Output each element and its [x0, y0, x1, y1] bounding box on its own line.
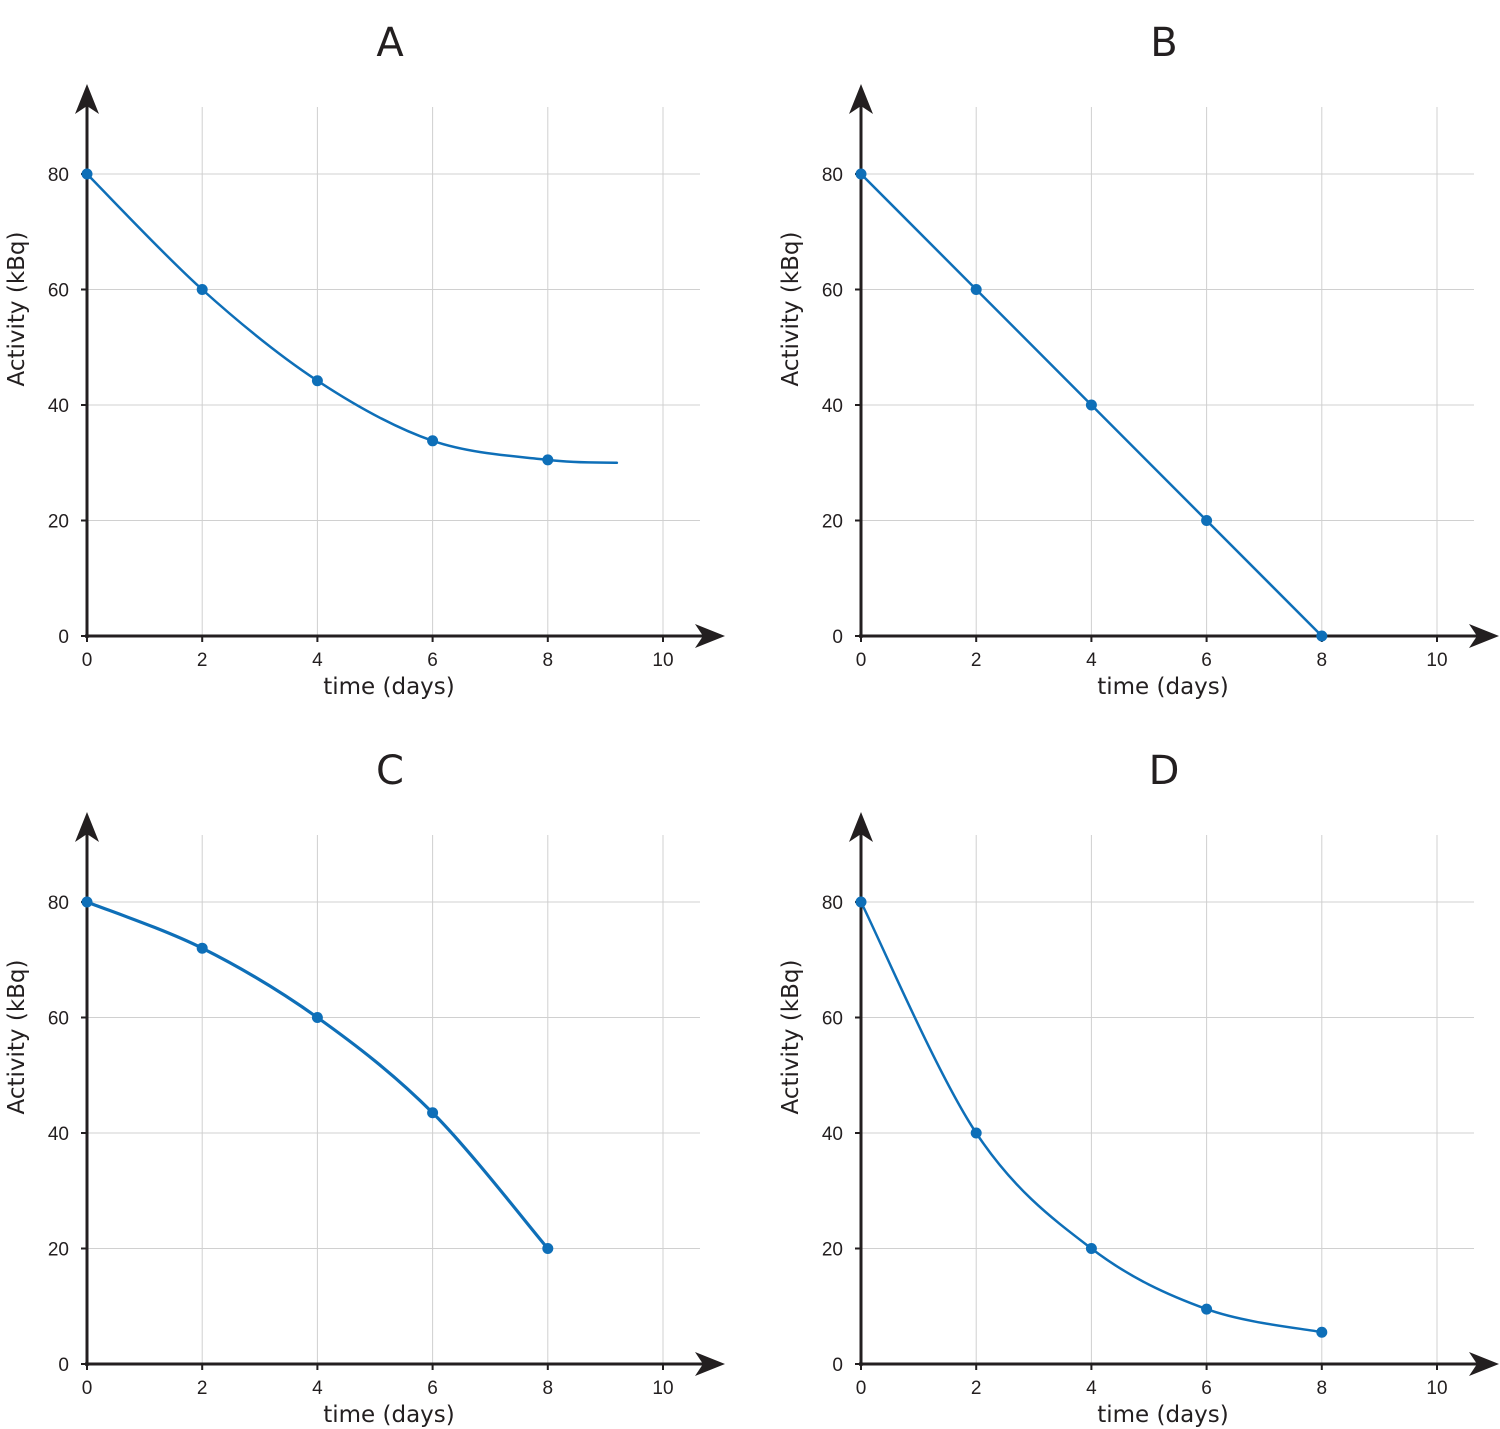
- data-line: [85, 900, 550, 1251]
- data-line: [859, 900, 1324, 1334]
- y-axis-label: Activity (kBq): [4, 960, 30, 1115]
- y-axis-arrow-icon: [849, 812, 873, 842]
- data-point: [542, 1243, 554, 1254]
- panel-title: D: [1149, 748, 1180, 794]
- x-tick-label: 10: [652, 1378, 673, 1399]
- x-tick-label: 2: [971, 650, 982, 671]
- y-tick-label: 0: [58, 627, 69, 648]
- y-tick-label: 80: [48, 165, 69, 186]
- x-tick-label: 6: [427, 1378, 438, 1399]
- x-tick-label: 0: [856, 1378, 867, 1399]
- x-axis-arrow-icon: [695, 1352, 725, 1376]
- x-tick-label: 0: [856, 650, 867, 671]
- y-tick-label: 0: [58, 1355, 69, 1376]
- grid-lines: [87, 835, 700, 1364]
- y-tick-label: 80: [822, 893, 843, 914]
- y-tick-label: 20: [822, 1240, 843, 1261]
- y-axis-label: Activity (kBq): [778, 232, 804, 387]
- data-point: [1316, 1326, 1328, 1338]
- x-tick-label: 6: [1201, 650, 1212, 671]
- data-point: [1085, 399, 1097, 411]
- data-point: [855, 168, 867, 180]
- data-point: [1085, 1243, 1097, 1254]
- y-tick-label: 60: [48, 1009, 69, 1030]
- x-tick-label: 6: [427, 650, 438, 671]
- y-tick-label: 40: [822, 1124, 843, 1145]
- panel-title: A: [376, 20, 404, 66]
- y-tick-label: 20: [48, 1240, 69, 1261]
- x-axis-label: time (days): [1097, 674, 1229, 700]
- x-tick-label: 10: [1426, 1378, 1447, 1399]
- x-tick-label: 10: [1426, 650, 1447, 671]
- data-point: [970, 1127, 982, 1139]
- x-tick-label: 8: [543, 650, 554, 671]
- x-tick-label: 2: [197, 650, 208, 671]
- x-axis-arrow-icon: [695, 624, 725, 648]
- y-tick-label: 20: [822, 512, 843, 533]
- panel-title: B: [1150, 20, 1177, 66]
- y-axis-arrow-icon: [849, 84, 873, 114]
- x-tick-label: 8: [1317, 1378, 1328, 1399]
- y-tick-label: 80: [822, 165, 843, 186]
- x-tick-label: 2: [971, 1378, 982, 1399]
- x-tick-label: 10: [652, 650, 673, 671]
- grid-lines: [861, 107, 1474, 636]
- y-tick-label: 80: [48, 893, 69, 914]
- data-point: [311, 375, 323, 387]
- x-tick-label: 8: [543, 1378, 554, 1399]
- panel-title: C: [376, 748, 404, 794]
- x-tick-label: 2: [197, 1378, 208, 1399]
- x-tick-label: 4: [312, 1378, 323, 1399]
- y-axis-arrow-icon: [75, 84, 99, 114]
- x-tick-label: 8: [1317, 650, 1328, 671]
- y-tick-label: 0: [832, 1355, 843, 1376]
- y-tick-label: 40: [48, 396, 69, 417]
- data-point: [311, 1012, 323, 1023]
- x-axis-label: time (days): [323, 674, 455, 700]
- y-tick-label: 60: [822, 281, 843, 302]
- data-point: [1316, 630, 1328, 642]
- y-tick-label: 40: [822, 396, 843, 417]
- y-tick-label: 0: [832, 627, 843, 648]
- x-axis-arrow-icon: [1469, 624, 1499, 648]
- x-axis-label: time (days): [323, 1402, 455, 1428]
- x-axis-arrow-icon: [1469, 1352, 1499, 1376]
- data-point: [542, 454, 554, 466]
- y-tick-label: 20: [48, 512, 69, 533]
- y-axis-label: Activity (kBq): [4, 232, 30, 387]
- data-point: [970, 284, 982, 295]
- grid-lines: [861, 835, 1474, 1364]
- x-tick-label: 6: [1201, 1378, 1212, 1399]
- x-tick-label: 0: [82, 650, 93, 671]
- x-tick-label: 4: [1086, 1378, 1097, 1399]
- data-point: [196, 284, 208, 295]
- data-point: [427, 1107, 439, 1119]
- data-point: [427, 435, 439, 447]
- x-axis-label: time (days): [1097, 1402, 1229, 1428]
- y-tick-label: 40: [48, 1124, 69, 1145]
- grid-lines: [87, 107, 700, 636]
- data-point: [855, 896, 867, 908]
- y-tick-label: 60: [48, 281, 69, 302]
- y-tick-label: 60: [822, 1009, 843, 1030]
- y-axis-arrow-icon: [75, 812, 99, 842]
- x-tick-label: 0: [82, 1378, 93, 1399]
- data-point: [1201, 515, 1213, 526]
- data-point: [196, 942, 208, 954]
- x-tick-label: 4: [1086, 650, 1097, 671]
- y-axis-label: Activity (kBq): [778, 960, 804, 1115]
- data-point: [81, 168, 93, 180]
- data-point: [81, 896, 93, 908]
- data-line: [85, 172, 619, 465]
- data-point: [1201, 1303, 1213, 1315]
- x-tick-label: 4: [312, 650, 323, 671]
